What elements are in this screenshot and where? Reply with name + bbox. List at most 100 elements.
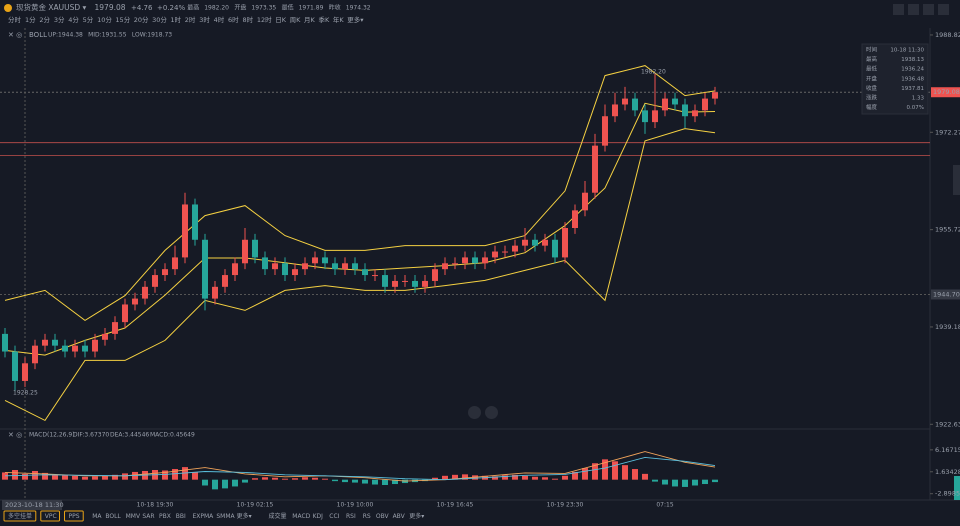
side-handle[interactable]: [953, 165, 960, 195]
header-text: 1974.32: [346, 5, 371, 12]
info-value: 10-18 11:30: [890, 48, 924, 54]
candle-body: [162, 269, 168, 276]
candle-body: [312, 257, 318, 264]
candle-body: [132, 298, 138, 305]
toolbar-item[interactable]: BOLL: [105, 513, 121, 520]
toolbar-item[interactable]: MMV: [126, 513, 141, 520]
timeframe-button[interactable]: 30分: [152, 15, 167, 24]
toolbar-item[interactable]: OBV: [376, 513, 390, 520]
timeframe-button[interactable]: 2分: [39, 15, 50, 24]
macd-bar: [612, 461, 618, 480]
macd-y-tick-label: -2.89858: [935, 490, 960, 498]
header-text: +0.24%: [157, 4, 185, 12]
toolbar-item[interactable]: SMMA: [216, 513, 235, 520]
macd-bar: [632, 469, 638, 480]
toolbar-item[interactable]: RS: [363, 513, 371, 520]
candle-body: [52, 339, 58, 346]
boll-upper: [4, 65, 716, 322]
tool-button[interactable]: [908, 4, 919, 15]
timeframe-button[interactable]: 8时: [242, 15, 253, 24]
candle-body: [152, 275, 158, 287]
timeframe-button[interactable]: 周K: [290, 16, 302, 24]
toolbar-button[interactable]: 多空挂单: [8, 512, 32, 520]
timeframe-button[interactable]: 2时: [185, 15, 196, 24]
candle-body: [542, 239, 548, 246]
timeframe-button[interactable]: 12时: [257, 15, 272, 24]
timeframe-button[interactable]: 年K: [333, 15, 345, 24]
candle-body: [702, 98, 708, 111]
candle-body: [202, 239, 208, 299]
info-key: 涨跌: [866, 94, 878, 102]
scroll-right[interactable]: [485, 406, 498, 419]
timeframe-button[interactable]: 4分: [68, 15, 79, 24]
toolbar-item[interactable]: KDJ: [313, 513, 324, 520]
candle-body: [192, 204, 198, 240]
toolbar-item[interactable]: RSI: [346, 513, 356, 520]
timeframe-button[interactable]: 3时: [199, 15, 210, 24]
symbol-icon: [4, 4, 12, 12]
toolbar-item[interactable]: CCI: [329, 513, 339, 520]
timeframe-button[interactable]: 15分: [115, 15, 130, 24]
toolbar-item[interactable]: EXPMA: [192, 513, 214, 520]
candle-body: [42, 339, 48, 346]
candle-body: [272, 263, 278, 270]
toolbar-item[interactable]: 更多▾: [409, 512, 424, 520]
macd-bar: [102, 475, 108, 480]
close-icon[interactable]: ✕ ◎: [8, 31, 22, 39]
candle-body: [562, 228, 568, 258]
toolbar-button-frame[interactable]: [3, 510, 37, 522]
tool-button[interactable]: [923, 4, 934, 15]
toolbar-item[interactable]: BBI: [176, 513, 186, 520]
macd-bar: [232, 479, 238, 487]
macd-bar: [272, 477, 278, 480]
timeframe-button[interactable]: 20分: [134, 15, 149, 24]
info-value: 1.33: [912, 96, 925, 102]
macd-dif: DIF:3.67370: [73, 432, 109, 439]
close-icon[interactable]: ✕ ◎: [8, 431, 22, 439]
timeframe-button[interactable]: 1时: [170, 15, 181, 24]
toolbar-button[interactable]: VPC: [45, 513, 57, 520]
candle-body: [662, 98, 668, 111]
timeframe-button[interactable]: 月K: [304, 16, 316, 24]
macd-bar: [462, 474, 468, 480]
side-handle: [954, 476, 960, 500]
tool-button[interactable]: [938, 4, 949, 15]
crosshair-time-box: [2, 500, 62, 510]
y-tick-label: 1955.72: [935, 226, 960, 234]
toolbar-button-frame[interactable]: [40, 510, 61, 522]
toolbar-item[interactable]: 成交量: [268, 512, 286, 520]
timeframe-button[interactable]: 5分: [83, 15, 94, 24]
timeframe-button[interactable]: 3分: [54, 15, 65, 24]
indicator-value: LOW:1918.73: [132, 32, 172, 39]
candle-body: [412, 280, 418, 287]
timeframe-button[interactable]: 6时: [228, 15, 239, 24]
x-tick-label: 10-19 10:00: [337, 502, 374, 509]
timeframe-button[interactable]: 日K: [275, 16, 287, 24]
header-text: 开盘: [234, 4, 246, 12]
toolbar-button-frame[interactable]: [64, 510, 84, 522]
macd-bar: [702, 479, 708, 485]
macd-bar: [562, 475, 568, 480]
toolbar-button[interactable]: PPS: [69, 513, 80, 520]
toolbar-item[interactable]: ABV: [393, 513, 406, 520]
candle-body: [672, 98, 678, 105]
macd-bar: [72, 475, 78, 480]
toolbar-item[interactable]: PBX: [159, 513, 171, 520]
toolbar-item[interactable]: MACD: [292, 513, 310, 520]
x-tick-label: 10-19 16:45: [437, 502, 474, 509]
header-text: 昨收: [329, 4, 341, 12]
scroll-left[interactable]: [468, 406, 481, 419]
timeframe-button[interactable]: 季K: [318, 15, 330, 24]
timeframe-button[interactable]: 更多▾: [347, 15, 364, 24]
candle-body: [712, 92, 718, 99]
timeframe-button[interactable]: 10分: [97, 15, 112, 24]
timeframe-button[interactable]: 4时: [214, 15, 225, 24]
timeframe-button[interactable]: 1分: [25, 15, 36, 24]
toolbar-item[interactable]: SAR: [142, 513, 154, 520]
toolbar-item[interactable]: 更多▾: [237, 512, 252, 520]
tool-button[interactable]: [893, 4, 904, 15]
toolbar-item[interactable]: MA: [92, 513, 102, 520]
macd-bar: [712, 479, 718, 483]
timeframe-button[interactable]: 分时: [8, 15, 22, 24]
info-value: 1937.81: [901, 86, 924, 92]
